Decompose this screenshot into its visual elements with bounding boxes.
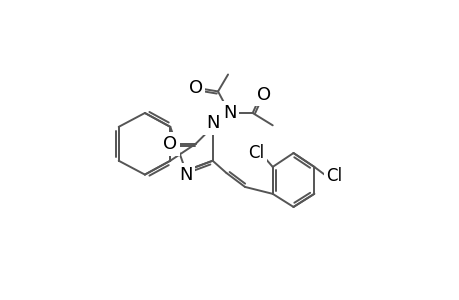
Text: O: O [257, 85, 271, 103]
Text: Cl: Cl [325, 167, 341, 185]
Text: N: N [206, 114, 219, 132]
Text: N: N [222, 104, 236, 122]
Text: N: N [179, 166, 192, 184]
Text: O: O [163, 135, 177, 153]
Text: Cl: Cl [248, 144, 264, 162]
Text: O: O [188, 80, 202, 98]
